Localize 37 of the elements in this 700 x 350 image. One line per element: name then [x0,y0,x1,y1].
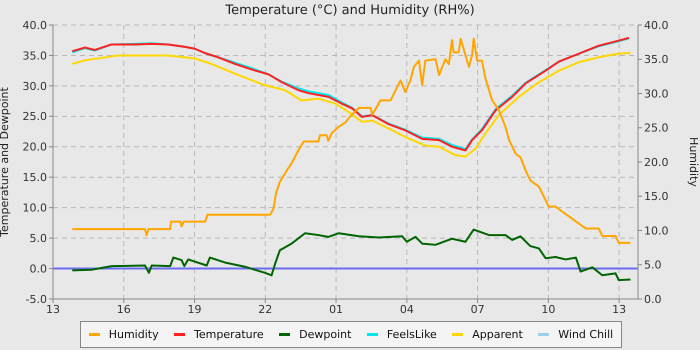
legend-label: Apparent [472,328,523,341]
x-tick-label: 10 [541,302,556,316]
y2-tick-label: 40.0 [644,18,668,32]
y2-tick-label: 30.0 [644,87,668,100]
y-tick-label: 0.0 [30,262,47,276]
legend-label: FeelsLike [386,328,437,341]
y2-tick-label: 0.0 [644,292,662,306]
x-tick-label: 01 [329,302,344,316]
legend-label: Dewpoint [299,328,352,341]
y-tick-label: 35.0 [22,49,47,62]
x-tick-label: 22 [258,302,272,316]
y2-tick-label: 35.0 [644,53,668,66]
y2-tick-label: 5.0 [644,258,662,272]
y-tick-label: 40.0 [22,18,47,32]
y2-tick-label: 10.0 [644,224,668,238]
x-tick-label: 13 [612,302,626,316]
y-tick-label: 10.0 [22,202,47,215]
x-tick-label: 07 [470,302,485,316]
x-tick-label: 16 [116,302,131,316]
y2-tick-label: 20.0 [644,156,668,169]
legend-label: Temperature [194,328,264,341]
x-tick-label: 04 [400,302,414,316]
x-tick-label: 19 [188,302,202,316]
x-tick-label: 13 [46,302,60,316]
chart-title: Temperature (°C) and Humidity (RH%) [224,3,476,18]
y-tick-label: -5.0 [26,292,47,306]
y2-tick-label: 15.0 [644,190,668,204]
y-axis-title: Temperature and Dewpoint [0,86,11,238]
y-tick-label: 15.0 [22,171,47,184]
y-tick-label: 5.0 [30,232,47,246]
y-tick-label: 30.0 [22,80,47,93]
legend-label: Wind Chill [558,328,614,341]
legend-label: Humidity [108,328,159,341]
y-tick-label: 20.0 [22,140,47,154]
y-tick-label: 25.0 [22,110,47,124]
y2-axis-title: Humidity [687,137,700,188]
y2-tick-label: 25.0 [644,122,668,135]
